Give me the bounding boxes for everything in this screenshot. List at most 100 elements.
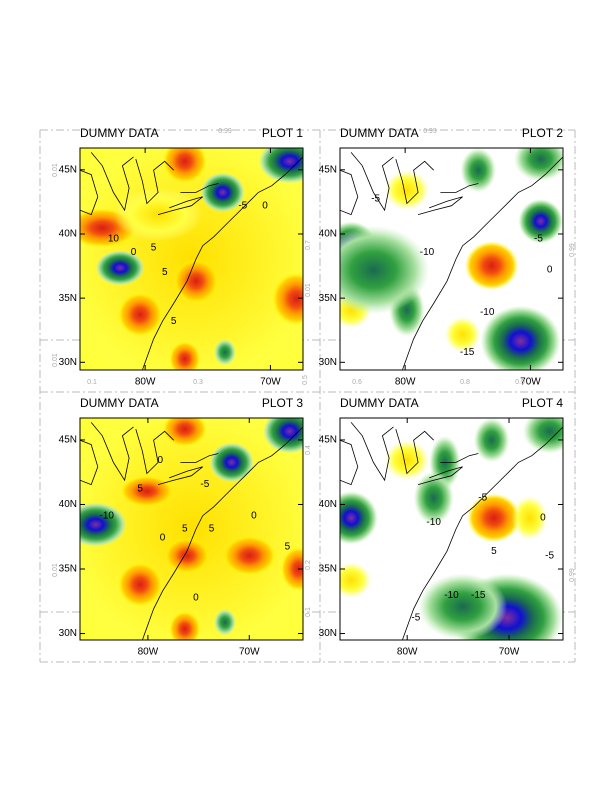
contour-label: -5 — [411, 612, 420, 623]
background-label: 0.5 — [302, 375, 309, 385]
contour-label: -10 — [444, 590, 459, 601]
coastline — [402, 426, 563, 640]
left-title: DUMMY DATA — [340, 396, 419, 410]
contour-label: -5 — [238, 200, 247, 211]
contour-field — [340, 148, 563, 370]
lat-tick-label: 30N — [319, 628, 337, 639]
coastline — [180, 183, 219, 193]
lon-tick-label: 80W — [397, 647, 418, 658]
contour-label: 5 — [162, 267, 168, 278]
contour-label: 10 — [108, 234, 120, 245]
coastline — [90, 152, 134, 212]
contour-blob — [262, 418, 303, 454]
contour-blob — [95, 250, 145, 286]
contour-blob — [444, 316, 481, 353]
contour-blob — [173, 259, 219, 304]
background-label: 0.3 — [193, 379, 203, 386]
contour-blob — [384, 440, 430, 481]
contour-blob — [113, 187, 203, 242]
left-title: DUMMY DATA — [340, 126, 419, 140]
contour-blob — [511, 495, 548, 541]
background-label: 0.6 — [352, 379, 362, 386]
contour-blob — [518, 199, 563, 244]
lat-tick-label: 40N — [319, 229, 337, 240]
coastline — [142, 156, 303, 370]
contour-label: -10 — [426, 517, 441, 528]
background-label: 0.4 — [305, 445, 312, 455]
contour-blob — [271, 272, 303, 326]
contour-label: 0 — [157, 455, 163, 466]
contour-field — [80, 418, 303, 640]
map-panel: DUMMY DATA PLOT 2 45N 40N 35N 30N 80W 70W -5 -10 -… — [319, 126, 564, 388]
lat-tick-label: 35N — [59, 564, 77, 575]
contour-blob — [340, 225, 430, 315]
background-label: 0.99 — [423, 128, 437, 135]
lat-tick-label: 30N — [59, 628, 77, 639]
contour-blob — [413, 471, 454, 525]
coastline — [157, 466, 203, 485]
coastline — [340, 169, 359, 216]
contour-blob — [169, 341, 201, 370]
lon-tick-label: 80W — [138, 647, 159, 658]
contour-blob — [169, 611, 201, 640]
map-panel: DUMMY DATA PLOT 4 45N 40N 35N 30N 80W 70W -5 -10 0… — [319, 396, 564, 658]
background-label: 0.7 — [305, 240, 312, 250]
coastline — [80, 439, 99, 486]
contour-field — [80, 148, 303, 370]
panel-border — [339, 417, 564, 641]
contour-blob — [513, 148, 563, 182]
coastline — [350, 152, 394, 212]
contour-label: 5 — [491, 546, 497, 557]
contour-field — [340, 418, 563, 640]
coastline — [440, 183, 479, 193]
lat-tick-label: 45N — [59, 435, 77, 446]
contour-blob — [80, 502, 127, 547]
contour-label: -10 — [420, 247, 435, 258]
coastline — [135, 428, 174, 475]
contour-blob — [340, 491, 378, 545]
lat-tick-label: 30N — [59, 357, 77, 368]
lon-tick-label: 70W — [520, 377, 541, 388]
contour-label: 5 — [151, 243, 157, 254]
lon-tick-label: 80W — [395, 377, 416, 388]
contour-label: -5 — [534, 234, 543, 245]
lat-tick-label: 40N — [319, 499, 337, 510]
map-panel: DUMMY DATA PLOT 1 45N 40N 35N 30N 80W 70W -5 0 10 5… — [59, 126, 304, 388]
contour-blob — [522, 418, 563, 454]
background-label: 0.1 — [87, 379, 97, 386]
right-title: PLOT 2 — [522, 126, 563, 140]
background-label: 0.99 — [569, 243, 576, 257]
contour-blob — [384, 170, 430, 211]
contour-blob — [213, 608, 237, 636]
lat-tick-label: 30N — [319, 357, 337, 368]
coastline — [135, 158, 174, 205]
coastline — [180, 453, 219, 463]
background-label: 0.01 — [52, 353, 59, 367]
coastline — [340, 439, 359, 486]
contour-label: 0 — [547, 265, 553, 276]
contour-blob — [480, 305, 561, 370]
right-title: PLOT 1 — [262, 126, 303, 140]
contour-blob — [117, 292, 163, 337]
contour-blob — [162, 148, 208, 184]
lon-tick-label: 70W — [260, 377, 281, 388]
background-label: 0.8 — [460, 379, 470, 386]
contour-blob — [222, 535, 277, 576]
panel-border — [79, 417, 304, 641]
contour-label: 0 — [262, 200, 268, 211]
contour-blob — [120, 475, 174, 507]
map-panel: DUMMY DATA PLOT 3 45N 40N 35N 30N 80W 70W 0 5 -5 0 -… — [59, 396, 304, 658]
coastline — [417, 466, 463, 485]
background-label: 0.99 — [569, 568, 576, 582]
coastline — [90, 422, 134, 482]
frame-lines — [39, 129, 576, 663]
contour-label: 5 — [285, 541, 291, 552]
contour-blob — [258, 148, 303, 184]
contour-label: 5 — [137, 484, 143, 495]
coastline — [402, 156, 563, 370]
contour-blob — [117, 562, 163, 607]
contour-label: -10 — [100, 510, 115, 521]
coastline — [417, 196, 463, 215]
background-label: 0.2 — [305, 560, 312, 570]
lat-tick-label: 45N — [59, 164, 77, 175]
